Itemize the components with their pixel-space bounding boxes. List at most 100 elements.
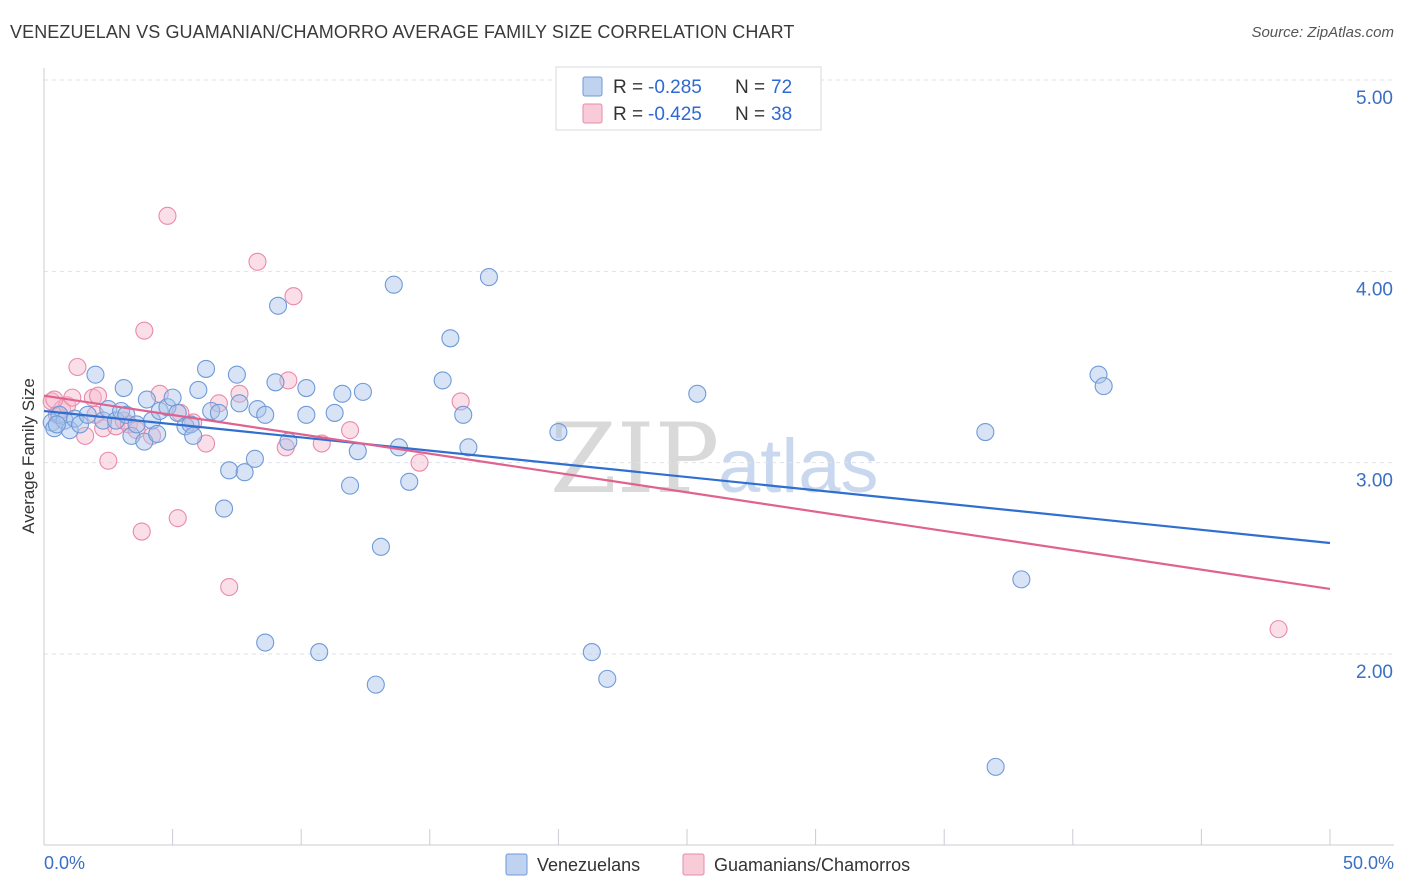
guamanian-point <box>168 509 187 528</box>
x-tick-label-min: 0.0% <box>44 853 85 873</box>
venezuelan-point <box>269 296 288 315</box>
venezuelan-point <box>227 365 246 384</box>
guamanian-point <box>341 421 360 440</box>
watermark-zip: ZIP <box>550 403 719 515</box>
bottom-legend-guamanians: Guamanians/Chamorros <box>714 855 910 875</box>
venezuelan-point <box>189 380 208 400</box>
venezuelan-point <box>986 757 1005 776</box>
venezuelan-point <box>196 359 216 378</box>
venezuelan-point <box>459 438 478 457</box>
legend-n-label-blue: N = <box>735 77 765 98</box>
x-axis-ticks <box>43 829 1331 845</box>
venezuelan-point <box>106 411 126 430</box>
venezuelan-point <box>256 405 275 424</box>
guamanians-trend-line <box>43 394 1331 591</box>
venezuelan-point <box>348 442 367 461</box>
venezuelan-point <box>114 378 133 398</box>
venezuelan-point <box>371 537 390 556</box>
guamanian-point <box>410 453 429 472</box>
venezuelan-point <box>353 382 372 401</box>
guamanian-point <box>158 206 177 225</box>
venezuelan-point <box>297 378 316 398</box>
venezuelan-point <box>310 643 329 662</box>
legend-n-value-pink: 38 <box>771 104 792 125</box>
guamanian-point <box>230 384 249 403</box>
venezuelan-point <box>400 472 419 491</box>
venezuelan-point <box>209 403 228 422</box>
y-tick-label: 3.00 <box>1356 471 1393 492</box>
venezuelan-point <box>220 461 239 480</box>
venezuelan-point <box>598 669 617 688</box>
venezuelan-point <box>1089 365 1108 384</box>
venezuelan-point <box>976 423 995 442</box>
y-tick-label: 4.00 <box>1356 279 1393 300</box>
guamanian-point <box>63 388 82 407</box>
legend-n-label-pink: N = <box>735 104 765 125</box>
correlation-legend: R = -0.285 N = 72 R = -0.425 N = 38 <box>555 66 822 131</box>
venezuelans-points <box>42 268 1113 776</box>
source-label: Source: ZipAtlas.com <box>1251 24 1394 41</box>
venezuelan-point <box>230 394 249 413</box>
guamanian-point <box>132 522 151 541</box>
series-legend: Venezuelans Guamanians/Chamorros <box>505 853 910 876</box>
venezuelan-point <box>214 499 234 518</box>
legend-r-value-blue: -0.285 <box>648 77 702 98</box>
venezuelan-point <box>441 329 460 348</box>
legend-r-label-blue: R = <box>613 77 643 98</box>
venezuelan-point <box>158 398 177 417</box>
bottom-legend-venezuelans: Venezuelans <box>537 855 640 875</box>
venezuelan-point <box>47 415 66 434</box>
venezuelan-point <box>137 390 156 409</box>
x-tick-label-max: 50.0% <box>1343 853 1394 873</box>
y-tick-label: 5.00 <box>1356 88 1393 109</box>
y-axis-tick-labels: 2.00 3.00 4.00 5.00 <box>1356 88 1393 683</box>
guamanian-point <box>99 451 118 470</box>
venezuelan-point <box>1012 570 1031 589</box>
venezuelan-point <box>70 415 90 434</box>
venezuelan-point <box>235 463 254 482</box>
venezuelan-point <box>688 384 707 403</box>
bottom-legend-swatch-pink <box>682 853 705 876</box>
venezuelan-point <box>266 373 285 392</box>
venezuelan-point <box>325 403 344 422</box>
guamanian-point <box>220 577 239 597</box>
legend-r-label-pink: R = <box>613 104 643 125</box>
chart-title: VENEZUELAN VS GUAMANIAN/CHAMORRO AVERAGE… <box>10 22 795 42</box>
venezuelan-point <box>127 415 146 434</box>
guamanian-point <box>68 357 87 377</box>
venezuelan-point <box>297 405 316 424</box>
legend-swatch-blue <box>582 76 603 97</box>
venezuelan-point <box>148 424 167 444</box>
venezuelan-point <box>86 365 105 384</box>
guamanian-point <box>45 390 64 409</box>
venezuelan-point <box>184 426 203 445</box>
venezuelan-point <box>256 633 275 652</box>
guamanian-point <box>135 321 154 340</box>
venezuelan-point <box>549 423 568 442</box>
bottom-legend-swatch-blue <box>505 853 528 876</box>
y-axis-label: Average Family Size <box>19 378 38 534</box>
venezuelan-point <box>1094 377 1113 396</box>
guamanian-point <box>1269 620 1288 639</box>
venezuelan-point <box>582 643 601 662</box>
venezuelan-point <box>433 371 452 390</box>
venezuelan-point <box>366 675 385 694</box>
venezuelan-point <box>341 476 360 495</box>
guamanian-point <box>451 392 470 411</box>
y-tick-label: 2.00 <box>1356 662 1393 683</box>
legend-n-value-blue: 72 <box>771 77 792 98</box>
venezuelans-trend-line <box>43 409 1331 545</box>
venezuelan-point <box>454 405 473 424</box>
venezuelan-point <box>202 401 221 421</box>
guamanian-point <box>248 252 267 271</box>
venezuelan-point <box>163 388 182 407</box>
venezuelan-point <box>384 275 403 294</box>
venezuelan-point <box>479 268 499 287</box>
legend-r-value-pink: -0.425 <box>648 104 702 125</box>
legend-swatch-pink <box>582 103 603 124</box>
watermark-atlas: atlas <box>718 424 879 509</box>
guamanian-point <box>209 394 228 413</box>
venezuelan-point <box>245 449 264 468</box>
guamanian-point <box>284 287 303 306</box>
